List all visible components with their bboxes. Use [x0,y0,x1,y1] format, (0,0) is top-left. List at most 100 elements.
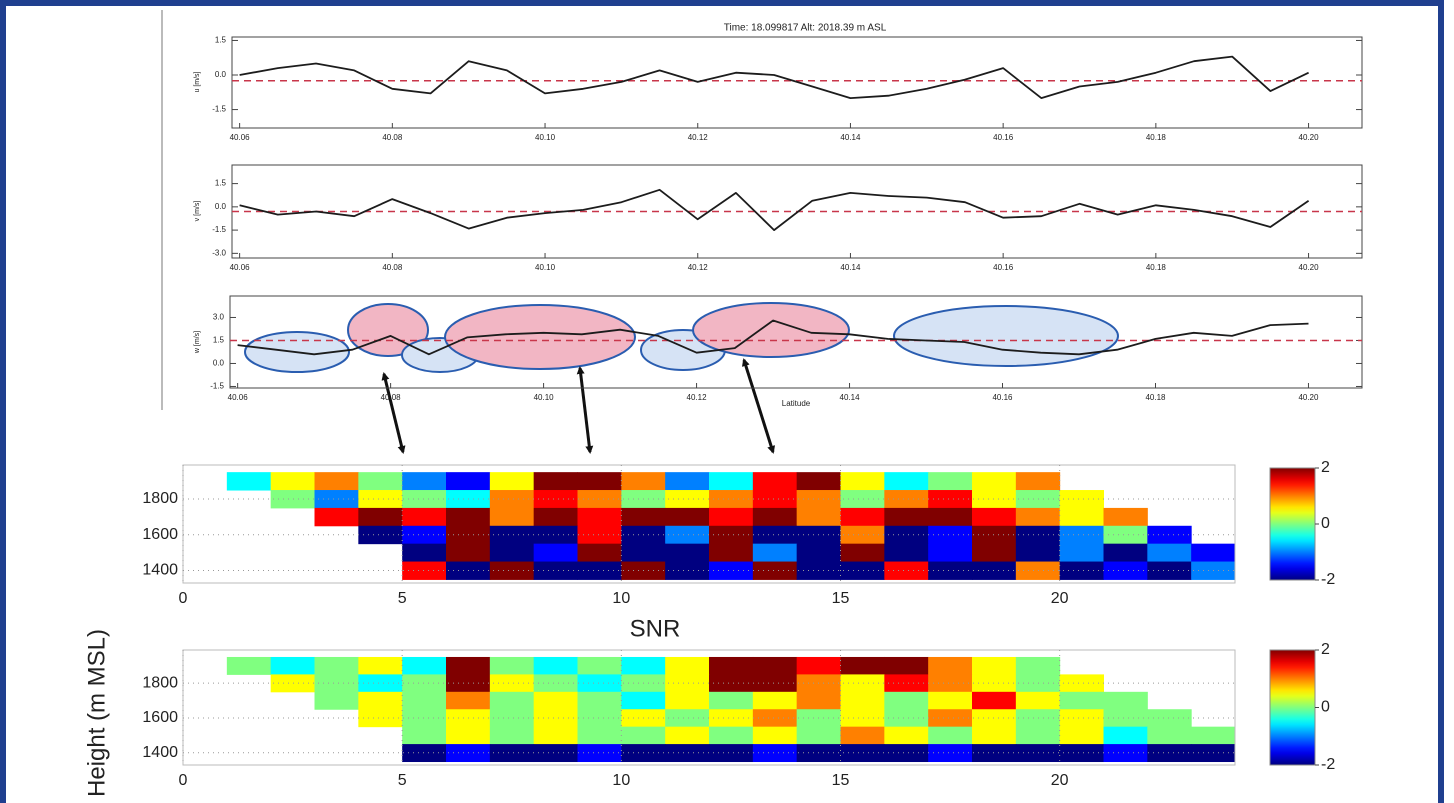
y-axis-label: w [m/s] [194,331,201,354]
heatmap-cell [972,490,1017,509]
heatmap-cell [840,490,885,509]
y-tick-label: -1.5 [212,105,226,114]
heatmap-cell [1059,507,1104,527]
heatmap-cell [402,656,447,675]
x-tick-label: 40.10 [534,393,555,402]
heatmap-cell [928,726,973,745]
heatmap-cell [1191,726,1236,745]
heatmap-cell [840,472,885,491]
y-tick-label: 1600 [142,709,178,726]
heatmap-cell [928,561,973,580]
x-tick-label: 10 [612,772,630,789]
heatmap-cell [665,726,710,745]
colorbar-tick-label: -2 [1321,756,1335,773]
colorbar-tick-label: 0 [1321,699,1330,716]
heatmap-cell [577,525,622,545]
heatmap-cell [489,709,535,728]
heatmap-cell [577,561,622,580]
arrow [576,366,594,454]
heatmap-cell [840,726,885,745]
heatmap-cell [884,507,929,527]
heatmap-cell [840,674,885,693]
arrows [381,358,776,454]
heatmap-cell [709,691,754,710]
heatmap-cell [446,726,491,745]
heatmap-cell [928,472,973,491]
heatmap-cell [1059,674,1104,693]
heatmap-cell [533,507,578,527]
heatmap-cell [358,507,403,527]
y-tick-label: 1800 [142,490,178,507]
heatmap-cell [972,561,1017,580]
heatmap-cell [577,674,622,693]
heatmap-cell [709,507,754,527]
heatmap-cell [1015,472,1061,491]
heatmap-cell [928,507,973,527]
heatmap-cell [884,744,929,763]
ellipse [444,304,636,370]
heatmap-cell [533,543,578,563]
heatmap-cell [358,674,403,693]
heatmap-cell [665,691,710,710]
heatmap-cell [840,525,885,545]
heatmap-cell [533,472,578,491]
heatmap-cell [972,674,1017,693]
heatmap-cell [402,490,447,509]
heatmap-cell [1147,561,1192,580]
x-tick-label: 40.12 [687,393,708,402]
colorbar-tick-label: 2 [1321,459,1330,476]
x-tick-label: 5 [398,772,407,789]
heatmap-cell [752,674,798,693]
x-tick-label: 40.10 [535,133,556,142]
heatmap-cell [665,472,710,491]
y-tick-label: 1800 [142,674,178,691]
heatmap-cell [1103,691,1148,710]
heatmap-cell [1059,691,1104,710]
heatmap-cell [270,490,315,509]
y-tick-label: 1.5 [215,179,227,188]
x-tick-label: 40.14 [840,393,861,402]
data-line [239,55,1309,99]
y-tick-label: 0.0 [213,359,225,368]
heatmap-cell [840,744,885,763]
heatmap-cell [665,744,710,763]
heatmap-cell [665,674,710,693]
x-tick-label: 40.10 [535,263,556,272]
colorbar [1269,649,1316,766]
plot-frame [182,464,1236,584]
heatmap-cell [1147,525,1192,545]
heatmap-cell [752,561,798,580]
heatmap-cell [665,561,710,580]
plot-frame [231,36,1363,129]
heatmap-cell [1147,543,1192,563]
y-tick-label: -1.5 [210,382,224,391]
heatmap-cell [972,726,1017,745]
heatmap-cell [884,490,929,509]
heatmap-cell [1103,543,1148,563]
colorbar-tick-label: 0 [1321,515,1330,532]
heatmap-cell [884,525,929,545]
heatmap-cell [314,490,359,509]
arrow [741,358,776,454]
heatmap-cell [533,709,578,728]
heatmap-cell [358,490,403,509]
heatmap-cell [358,709,403,728]
heatmap-cell [1015,507,1061,527]
y-axis-label: u [m/s] [194,71,201,92]
y-axis-label: Height (m MSL) [83,629,110,797]
heatmap-cell [314,691,359,710]
heatmap-cell [533,561,578,580]
heatmap-cell [577,726,622,745]
heatmap-cell [402,543,447,563]
y-tick-label: -1.5 [212,225,226,234]
x-tick-label: 40.18 [1146,263,1167,272]
heatmap-cell [928,543,973,563]
heatmap-cell [577,709,622,728]
y-tick-label: 1.5 [215,36,227,45]
heatmap-cell [752,507,798,527]
heatmap-cell [709,656,754,675]
heatmap-cell [489,726,535,745]
y-tick-label: -3.0 [212,248,226,257]
heatmap-cell [489,744,535,763]
heatmap-cell [972,709,1017,728]
